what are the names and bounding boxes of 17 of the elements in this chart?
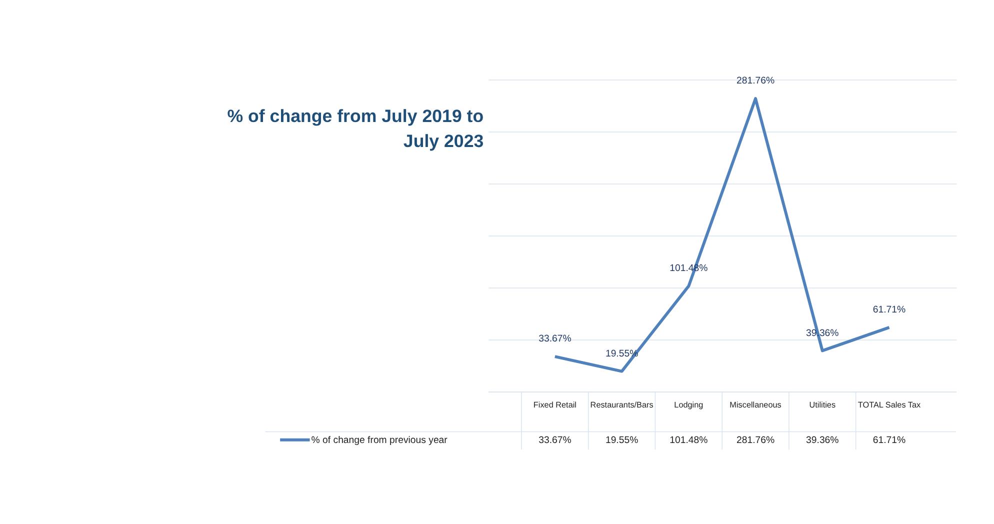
text: 61.71% xyxy=(872,304,906,316)
x-tick-label: Utilities xyxy=(809,400,836,410)
text: % of change from July 2019 to July 2023 xyxy=(227,106,484,152)
x-tick-label: Lodging xyxy=(674,400,704,410)
x-tick-label: Miscellaneous xyxy=(730,400,782,410)
data-label: 33.67% xyxy=(538,434,572,446)
data-label: 19.55% xyxy=(605,434,639,446)
text: 33.67% xyxy=(538,334,572,345)
x-tick-label: TOTAL Sales Tax xyxy=(858,400,921,410)
text: 281.76% xyxy=(736,76,775,87)
x-tick-label: Fixed Retail xyxy=(533,400,577,410)
data-label: 101.48% xyxy=(670,434,708,446)
data-label: 61.71% xyxy=(872,434,906,446)
data-label: 39.36% xyxy=(806,434,840,446)
legend-label: % of change from previous year xyxy=(311,434,448,446)
x-tick-label: Restaurants/Bars xyxy=(590,400,654,410)
data-label: 281.76% xyxy=(736,434,775,446)
